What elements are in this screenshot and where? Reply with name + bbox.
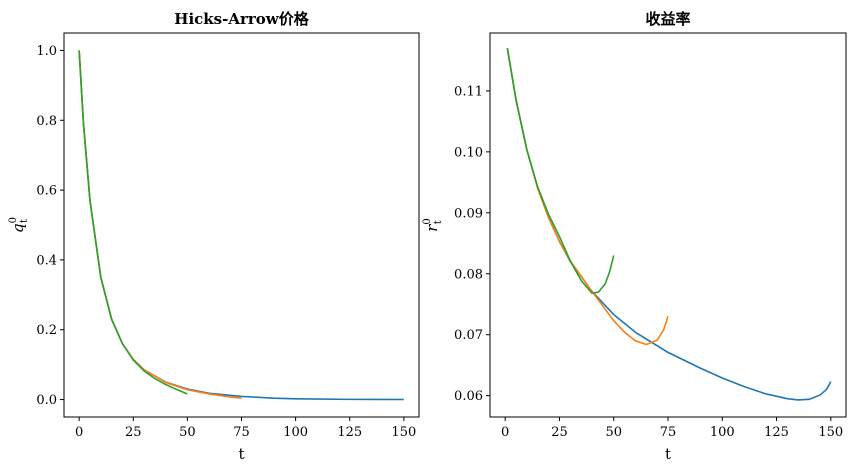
y-tick-label: 0.11 — [454, 84, 483, 99]
x-tick-label: 100 — [710, 425, 735, 440]
x-axis-label: t — [238, 445, 244, 463]
chart-title: Hicks-Arrow价格 — [174, 10, 309, 28]
axes-frame — [489, 32, 847, 418]
series-line-1 — [506, 48, 832, 401]
x-tick-label: 0 — [75, 425, 83, 440]
series-line-3 — [78, 50, 188, 395]
y-axis-label: q0t — [8, 217, 30, 233]
y-tick-label: 0.8 — [36, 114, 57, 129]
x-tick-label: 50 — [605, 425, 622, 440]
y-tick-label: 0.09 — [454, 206, 483, 221]
x-tick-label: 0 — [501, 425, 509, 440]
x-tick-label: 75 — [233, 425, 250, 440]
series-line-2 — [78, 50, 242, 399]
series-line-3 — [506, 48, 615, 295]
x-tick-label: 150 — [391, 425, 416, 440]
x-tick-label: 50 — [179, 425, 196, 440]
y-tick-label: 1.0 — [36, 44, 57, 59]
y-tick-label: 0.0 — [36, 393, 57, 408]
chart-panel-2: 0 25 50 75 100 125 150 0.06 0.07 0.08 0.09 0.10 0.11… — [422, 10, 847, 463]
x-tick-label: 25 — [125, 425, 142, 440]
x-tick-label: 150 — [818, 425, 843, 440]
x-axis-label: t — [665, 445, 671, 463]
chart-title: 收益率 — [645, 10, 690, 28]
y-tick-label: 0.2 — [36, 323, 57, 338]
x-tick-label: 125 — [764, 425, 789, 440]
x-tick-label: 75 — [660, 425, 677, 440]
y-tick-label: 0.06 — [454, 389, 483, 404]
x-tick-label: 25 — [551, 425, 568, 440]
x-tick-label: 100 — [283, 425, 308, 440]
y-tick-label: 0.07 — [454, 328, 483, 343]
y-tick-label: 0.10 — [454, 145, 483, 160]
series-line-2 — [506, 48, 669, 346]
axes-frame — [63, 32, 420, 418]
x-tick-label: 125 — [337, 425, 362, 440]
y-tick-label: 0.4 — [36, 253, 57, 268]
y-axis-label: r0t — [422, 218, 444, 232]
y-tick-label: 0.08 — [454, 267, 483, 282]
series-line-1 — [78, 50, 404, 401]
chart-panel-1: 0 25 50 75 100 125 150 0.0 0.2 0.4 0.6 0.8 1.0 Hicks-… — [8, 10, 420, 463]
y-tick-label: 0.6 — [36, 184, 57, 199]
